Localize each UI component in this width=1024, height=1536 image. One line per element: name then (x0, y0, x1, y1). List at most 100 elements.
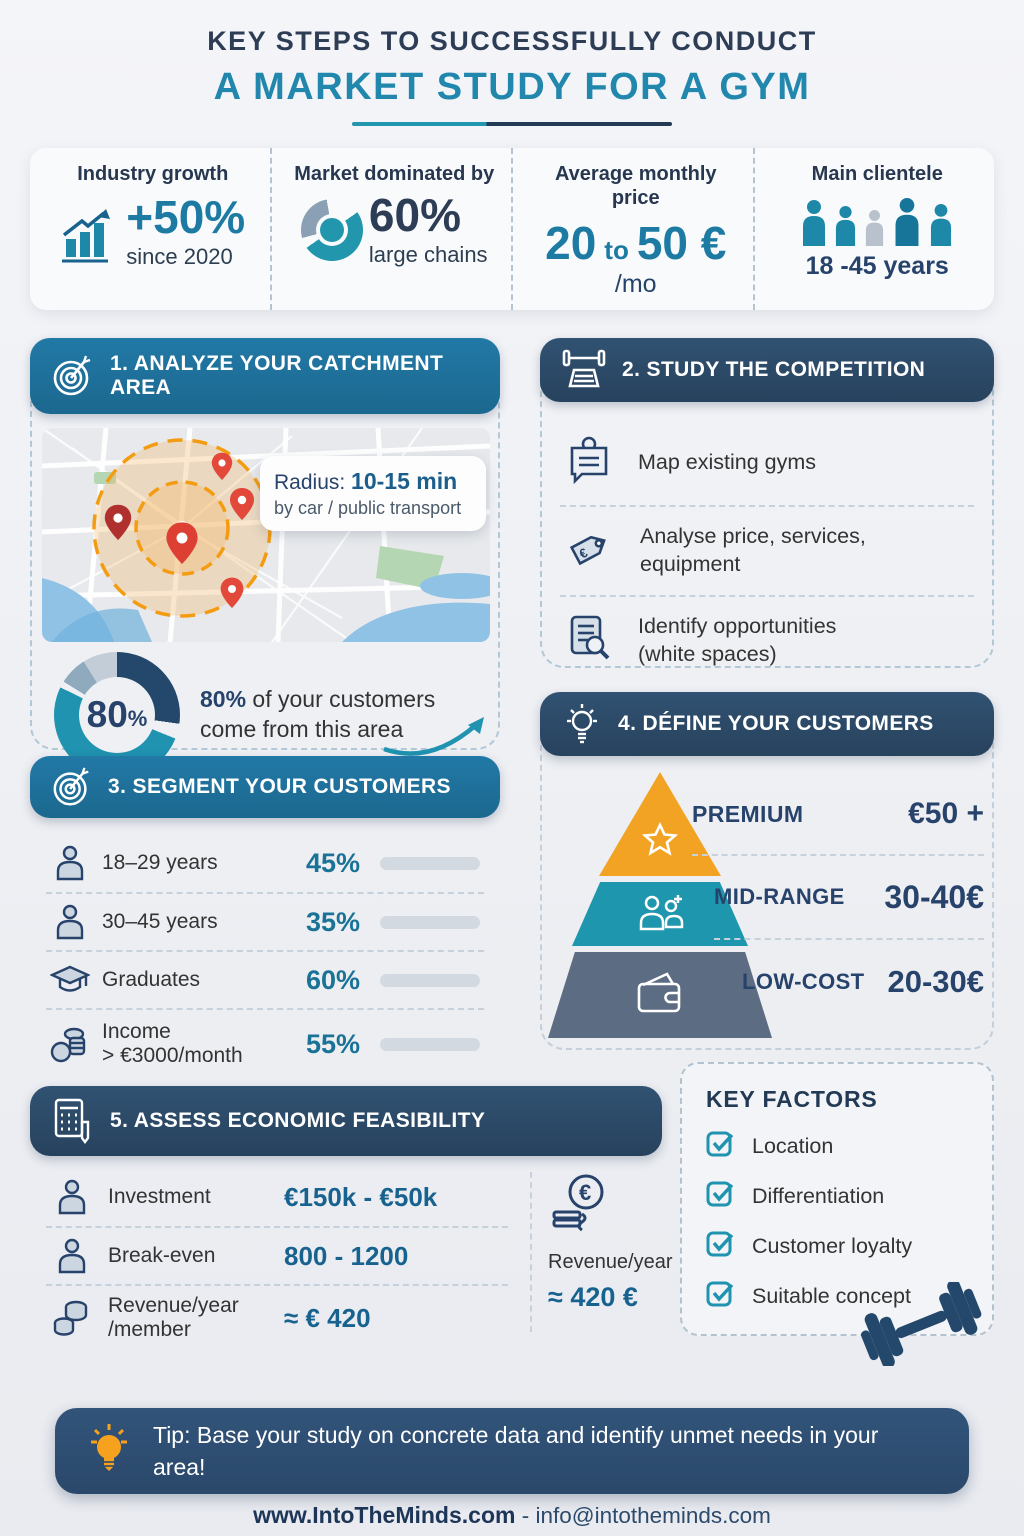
segment-row: Income > €3000/month 55% (46, 1008, 484, 1078)
item-label2: (white spaces) (638, 641, 777, 666)
stats-strip: Industry growth +50% since 2020 (30, 148, 994, 310)
row-value: 60% (305, 964, 360, 995)
section-study-competition: 2. STUDY THE COMPETITION Map existing gy… (540, 338, 994, 668)
customer-pyramid (548, 768, 774, 1044)
row-label: Revenue/year (108, 1294, 239, 1317)
checkbox-check-icon (706, 1129, 736, 1164)
donut-note-bold: 80% (200, 686, 247, 713)
side-label: Revenue/year (548, 1251, 673, 1273)
row-label: Graduates (102, 967, 201, 991)
calculator-icon (50, 1096, 96, 1146)
section4-header: 4. DÉFINE YOUR CUSTOMERS (540, 692, 994, 756)
key-factor-item: Differentiation (706, 1179, 968, 1214)
segment-row: Graduates 60% (46, 950, 484, 1008)
person-icon (50, 904, 90, 940)
key-factor-item: Customer loyalty (706, 1229, 968, 1264)
tier-name: PREMIUM (692, 800, 804, 827)
donut-note-rest: of your customers come from this area (200, 686, 436, 742)
stat-value: 60% (368, 189, 461, 241)
tier-price: 20-30€ (887, 964, 984, 999)
page-title-line1: KEY STEPS TO SUCCESSFULLY CONDUCT (207, 26, 817, 56)
key-factor-item: Suitable concept (706, 1279, 968, 1314)
stat-sub: since 2020 (126, 244, 233, 269)
key-factor-label: Customer loyalty (752, 1234, 913, 1258)
section2-title: 2. STUDY THE COMPETITION (622, 358, 926, 381)
radius-value: 10-15 min (351, 468, 458, 494)
section2-header: 2. STUDY THE COMPETITION (540, 338, 994, 402)
key-factors-title: KEY FACTORS (706, 1086, 878, 1112)
eco-row: Revenue/year/member ≈ € 420 (46, 1284, 508, 1350)
stat-market-dominated: Market dominated by 60% large chains (272, 148, 513, 310)
section-define-customers: 4. DÉFINE YOUR CUSTOMERS (540, 692, 994, 1050)
map-pins (104, 452, 254, 608)
footer-separator: - (515, 1503, 536, 1528)
stat-sub: /mo (614, 270, 657, 298)
section-economic-feasibility: 5. ASSESS ECONOMIC FEASIBILITY Investmen… (30, 1086, 673, 1350)
stat-value: +50% (126, 191, 246, 243)
segment-bar (380, 915, 480, 929)
people-icon (801, 194, 953, 246)
tip-text: Tip: Base your study on concrete data an… (153, 1421, 879, 1480)
star-icon (640, 819, 680, 864)
person-icon (50, 1238, 94, 1274)
donut-note: 80% of your customers come from this are… (200, 685, 484, 756)
tier-row-low-cost: LOW-COST 20-30€ (742, 940, 984, 1024)
section-catchment-area: 1. ANALYZE YOUR CATCHMENT AREA (30, 338, 500, 778)
title-divider (352, 122, 672, 126)
key-factor-label: Location (752, 1134, 834, 1158)
row-label2: > €3000/month (102, 1044, 243, 1068)
stat-label: Industry growth (77, 163, 229, 185)
document-search-icon (566, 613, 612, 668)
section1-title: 1. ANALYZE YOUR CATCHMENT AREA (110, 352, 444, 399)
pyramid-tier-shape-2 (548, 952, 772, 1038)
row-label: Income (102, 1020, 171, 1043)
tier-name: MID-RANGE (714, 884, 845, 909)
key-factors-box: KEY FACTORS Location Differentiation Cus… (680, 1062, 994, 1336)
page-title-line2: A MARKET STUDY FOR A GYM (213, 66, 811, 108)
checkbox-check-icon (706, 1179, 736, 1214)
svg-text:€: € (579, 1180, 591, 1205)
growth-chart-icon (60, 209, 118, 270)
section5-title: 5. ASSESS ECONOMIC FEASIBILITY (110, 1109, 486, 1132)
footer-email-link[interactable]: info@intotheminds.com (535, 1503, 771, 1528)
row-value: ≈ € 420 (284, 1302, 371, 1333)
section4-title: 4. DÉFINE YOUR CUSTOMERS (618, 712, 934, 735)
radius-sub: by car / public transport (274, 498, 462, 518)
price-mid: to (604, 235, 629, 265)
wallet-icon (633, 969, 687, 1022)
stat-label: Main clientele (811, 163, 943, 185)
tier-row-mid-range: MID-RANGE 30-40€ (714, 856, 984, 940)
donut-number: 80 (86, 694, 128, 735)
price-from: 20 (545, 217, 597, 269)
euro-coin-icon: € (548, 1172, 610, 1243)
footer-site-link[interactable]: www.IntoTheMinds.com (253, 1502, 516, 1528)
income-coins-icon (50, 1024, 90, 1064)
row-label: 18–29 years (102, 850, 218, 874)
customers-donut-chart: 80 % (54, 652, 180, 778)
donut-percent-sign: % (127, 706, 148, 731)
key-factor-label: Suitable concept (752, 1284, 911, 1308)
graduation-cap-icon (50, 964, 90, 996)
segment-bar (380, 856, 480, 870)
segment-row: 30–45 years 35% (46, 892, 484, 950)
curved-arrow-icon (380, 715, 490, 769)
tier-price: 30-40€ (884, 878, 984, 915)
dumbbell-icon (856, 1279, 986, 1371)
item-label: Identify opportunities (638, 613, 837, 638)
checkbox-check-icon (706, 1229, 736, 1264)
stat-label: Market dominated by (294, 163, 495, 185)
section3-title: 3. SEGMENT YOUR CUSTOMERS (108, 775, 451, 798)
footer: www.IntoTheMinds.com - info@intotheminds… (0, 1502, 1024, 1529)
person-icon (50, 1179, 94, 1215)
coins-stack-icon (50, 1299, 94, 1337)
person-icon (50, 845, 90, 881)
row-label: Break-even (108, 1243, 216, 1267)
list-item: Map existing gyms (560, 420, 974, 505)
segment-bar (380, 973, 480, 987)
section-segment-customers: 3. SEGMENT YOUR CUSTOMERS 18–29 years 45… (30, 756, 500, 1067)
row-value: €150k - €50k (284, 1181, 438, 1212)
target-icon (50, 353, 96, 399)
eco-row: Break-even 800 - 1200 (46, 1226, 508, 1284)
target-icon (50, 765, 94, 809)
